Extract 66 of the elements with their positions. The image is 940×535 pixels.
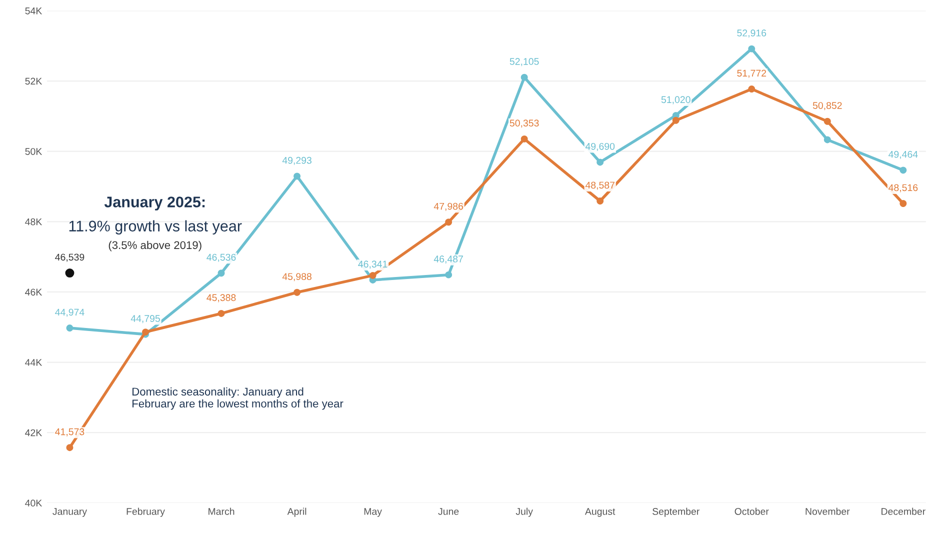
point xyxy=(900,166,907,174)
data-label: 46,539 xyxy=(55,254,84,262)
point xyxy=(596,198,604,204)
y-tick-label: 54K xyxy=(25,8,42,14)
annotation: (3.5% above 2019) xyxy=(108,240,202,252)
annotation: January 2025: xyxy=(104,196,205,210)
data-label: 50,353 xyxy=(510,120,539,128)
point xyxy=(520,135,528,142)
point xyxy=(748,45,756,52)
point xyxy=(445,271,452,278)
annotation: Domestic seasonality: January and February are the lowest months of the year xyxy=(132,387,344,410)
x-tick-label: July xyxy=(516,508,533,517)
x-tick-label: April xyxy=(287,508,306,517)
x-tick-label: June xyxy=(438,508,459,515)
data-label: 51,772 xyxy=(737,70,766,78)
point xyxy=(294,172,301,180)
point xyxy=(748,86,756,92)
y-tick-label: 44K xyxy=(25,359,42,366)
point xyxy=(445,218,452,226)
x-tick-label: October xyxy=(734,508,769,515)
data-label: 46,536 xyxy=(206,254,236,262)
point xyxy=(294,288,301,296)
y-tick-label: 52K xyxy=(25,78,42,85)
x-tick-label: September xyxy=(652,508,700,517)
x-tick-label: January xyxy=(52,508,88,517)
data-label: 48,587 xyxy=(585,182,614,190)
data-label: 44,795 xyxy=(130,315,160,324)
point xyxy=(66,444,74,452)
x-tick-label: March xyxy=(208,508,234,515)
data-label: 52,105 xyxy=(510,58,539,66)
y-tick-label: 48K xyxy=(25,218,42,226)
data-label: 44,974 xyxy=(55,308,84,317)
data-label: 46,341 xyxy=(358,260,388,269)
point xyxy=(65,268,74,278)
point xyxy=(369,272,376,279)
point xyxy=(66,324,74,332)
point xyxy=(520,74,528,81)
data-label: 46,487 xyxy=(434,256,463,264)
y-tick-label: 46K xyxy=(25,288,42,296)
data-label: 45,988 xyxy=(282,273,312,282)
point xyxy=(596,158,604,166)
data-label: 50,852 xyxy=(812,102,842,110)
x-tick-label: February xyxy=(126,508,165,517)
y-tick-label: 50K xyxy=(25,148,42,155)
point xyxy=(218,310,225,317)
y-tick-label: 40K xyxy=(25,500,42,507)
x-tick-label: November xyxy=(806,508,850,515)
data-label: 49,293 xyxy=(282,156,312,165)
data-label: 48,516 xyxy=(888,184,918,192)
point xyxy=(824,136,831,144)
point xyxy=(218,270,225,277)
point xyxy=(672,116,680,124)
point xyxy=(824,118,831,125)
data-label: 41,573 xyxy=(55,428,84,436)
data-label: 49,690 xyxy=(585,142,615,151)
data-label: 49,464 xyxy=(888,150,918,159)
point xyxy=(900,200,907,207)
x-tick-label: May xyxy=(364,508,382,517)
x-tick-label: August xyxy=(584,508,616,517)
data-label: 47,986 xyxy=(434,202,464,211)
y-tick-label: 42K xyxy=(25,429,42,436)
x-tick-label: December xyxy=(882,508,926,515)
data-label: 52,916 xyxy=(737,30,766,38)
annotation: 11.9% growth vs last year xyxy=(69,220,242,234)
data-label: 45,388 xyxy=(206,294,236,302)
data-label: 51,020 xyxy=(661,96,690,104)
